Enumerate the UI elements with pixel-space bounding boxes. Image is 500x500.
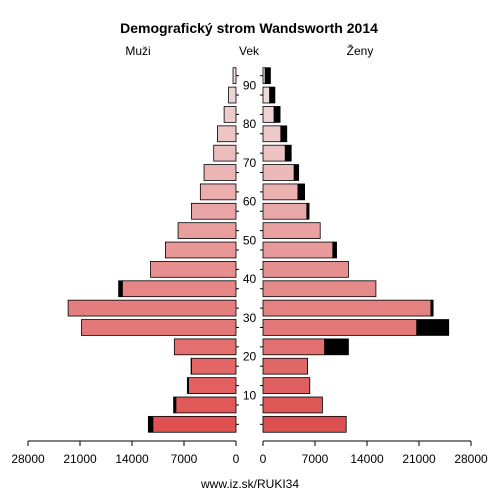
chart-title: Demografický strom Wandsworth 2014 xyxy=(120,20,378,36)
male-bar-70-74 xyxy=(213,144,237,162)
male-x-tick-label: 21000 xyxy=(63,452,97,466)
source-label: www.iz.sk/RUKI34 xyxy=(200,477,299,491)
female-bar-65-69 xyxy=(262,164,295,181)
male-bar-5-9 xyxy=(175,396,237,414)
female-excess-30-34 xyxy=(430,299,434,317)
male-x-tick-label: 14000 xyxy=(115,452,149,466)
female-bar-70-74 xyxy=(262,144,286,162)
male-bar-25-29 xyxy=(81,319,237,336)
female-x-tick-label: 21000 xyxy=(402,452,436,466)
female-bar-10-14 xyxy=(262,377,311,394)
female-bar-15-19 xyxy=(262,357,308,375)
male-bar-15-19 xyxy=(191,357,237,375)
age-tick-label: 40 xyxy=(243,272,257,286)
female-bar-80-84 xyxy=(262,106,275,123)
age-tick-label: 30 xyxy=(243,311,257,325)
female-excess-55-59 xyxy=(306,202,310,220)
male-bar-20-24 xyxy=(173,338,237,356)
male-x-tick-label: 7000 xyxy=(171,452,198,466)
female-excess-45-49 xyxy=(332,241,337,259)
age-tick-label: 50 xyxy=(243,233,257,247)
female-bar-5-9 xyxy=(262,396,323,414)
female-excess-80-84 xyxy=(273,106,281,123)
female-bar-40-44 xyxy=(262,261,349,278)
female-bar-50-54 xyxy=(262,222,321,239)
age-label: Vek xyxy=(239,44,260,58)
male-excess-0-4 xyxy=(147,415,154,433)
female-x-tick-label: 28000 xyxy=(454,452,488,466)
age-tick-label: 60 xyxy=(243,195,257,209)
female-excess-60-64 xyxy=(297,183,305,201)
male-bar-45-49 xyxy=(165,241,237,259)
female-label: Ženy xyxy=(347,43,374,58)
male-bar-10-14 xyxy=(188,377,237,394)
female-excess-65-69 xyxy=(293,164,300,181)
male-excess-10-14 xyxy=(186,377,189,394)
age-tick-label: 10 xyxy=(243,388,257,402)
male-bar-0-4 xyxy=(152,415,237,433)
male-bar-75-79 xyxy=(217,125,237,143)
male-bar-35-39 xyxy=(121,280,237,298)
female-excess-20-24 xyxy=(324,338,349,356)
female-x-tick-label: 14000 xyxy=(350,452,384,466)
age-tick-label: 70 xyxy=(243,156,257,170)
age-tick-label: 90 xyxy=(243,78,257,92)
female-bar-85-89 xyxy=(262,86,271,104)
female-bar-25-29 xyxy=(262,319,418,336)
age-tick-label: 80 xyxy=(243,117,257,131)
bars-layer xyxy=(67,67,450,433)
male-bar-85-89 xyxy=(228,86,237,104)
female-excess-90+ xyxy=(264,67,271,85)
female-x-tick-label: 7000 xyxy=(302,452,329,466)
male-bar-50-54 xyxy=(177,222,237,239)
female-excess-70-74 xyxy=(284,144,292,162)
female-bar-0-4 xyxy=(262,415,347,433)
male-bar-80-84 xyxy=(223,106,237,123)
female-excess-25-29 xyxy=(416,319,450,336)
male-label: Muži xyxy=(125,44,150,58)
female-bar-60-64 xyxy=(262,183,299,201)
male-x-tick-label: 0 xyxy=(233,452,240,466)
male-excess-5-9 xyxy=(173,396,177,414)
female-bar-55-59 xyxy=(262,202,308,220)
female-bar-35-39 xyxy=(262,280,377,298)
male-bar-65-69 xyxy=(203,164,237,181)
male-excess-35-39 xyxy=(118,280,123,298)
age-tick-label: 20 xyxy=(243,350,257,364)
male-bar-90+ xyxy=(232,67,237,85)
male-x-tick-label: 28000 xyxy=(11,452,45,466)
male-bar-60-64 xyxy=(199,183,237,201)
female-bar-30-34 xyxy=(262,299,432,317)
female-bar-20-24 xyxy=(262,338,326,356)
female-bar-75-79 xyxy=(262,125,282,143)
female-x-tick-label: 0 xyxy=(260,452,267,466)
female-excess-75-79 xyxy=(280,125,288,143)
male-bar-30-34 xyxy=(67,299,237,317)
female-bar-45-49 xyxy=(262,241,334,259)
male-bar-40-44 xyxy=(150,261,237,278)
axes-layer: 28000 21000 14000 7000 0 0 7000 14000 21000 28000… xyxy=(11,75,488,466)
male-bar-55-59 xyxy=(191,202,237,220)
female-excess-85-89 xyxy=(269,86,276,104)
